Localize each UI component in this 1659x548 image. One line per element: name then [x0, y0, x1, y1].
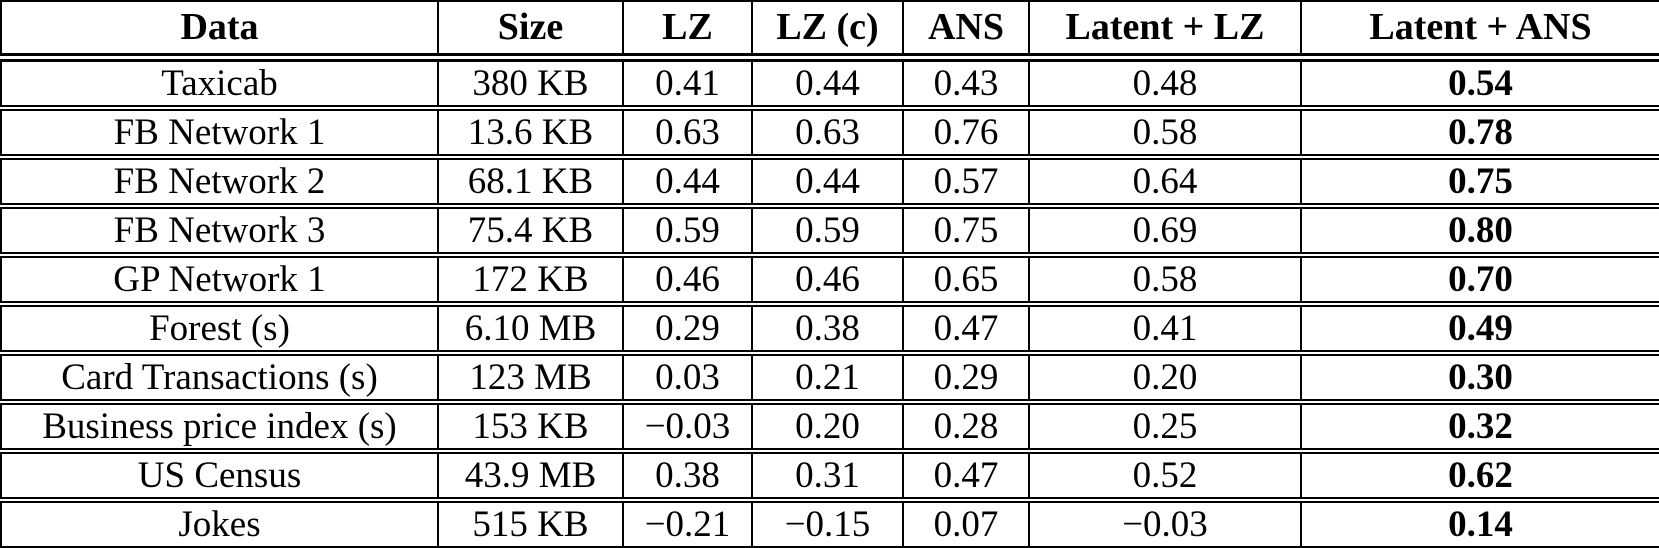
cell-data: US Census	[0, 450, 439, 503]
cell-latent-lz: 0.58	[1028, 107, 1302, 160]
cell-lz-c: 0.59	[751, 205, 904, 258]
cell-latent-lz: 0.20	[1028, 352, 1302, 405]
cell-latent-lz: 0.58	[1028, 254, 1302, 307]
cell-size: 153 KB	[437, 401, 624, 454]
cell-ans: 0.47	[902, 450, 1030, 503]
cell-size: 123 MB	[437, 352, 624, 405]
cell-lz-c: −0.15	[751, 499, 904, 548]
cell-latent-lz: 0.25	[1028, 401, 1302, 454]
cell-lz: 0.29	[622, 303, 753, 356]
cell-data: Card Transactions (s)	[0, 352, 439, 405]
cell-data: FB Network 3	[0, 205, 439, 258]
table-header: Data Size LZ LZ (c) ANS Latent + LZ Late…	[0, 0, 1659, 62]
table-row: FB Network 1 13.6 KB 0.63 0.63 0.76 0.58 0.78	[0, 107, 1659, 160]
table-row: Jokes 515 KB −0.21 −0.15 0.07 −0.03 0.14	[0, 499, 1659, 548]
cell-lz: 0.41	[622, 57, 753, 111]
cell-lz-c: 0.46	[751, 254, 904, 307]
cell-size: 68.1 KB	[437, 156, 624, 209]
cell-ans: 0.28	[902, 401, 1030, 454]
cell-latent-ans: 0.54	[1300, 57, 1659, 111]
cell-data: Business price index (s)	[0, 401, 439, 454]
cell-lz-c: 0.44	[751, 156, 904, 209]
col-header-lz-c: LZ (c)	[751, 0, 904, 62]
col-header-ans: ANS	[902, 0, 1030, 62]
cell-data: GP Network 1	[0, 254, 439, 307]
cell-ans: 0.75	[902, 205, 1030, 258]
cell-latent-ans: 0.75	[1300, 156, 1659, 209]
cell-lz-c: 0.31	[751, 450, 904, 503]
cell-lz: 0.46	[622, 254, 753, 307]
table-row: FB Network 2 68.1 KB 0.44 0.44 0.57 0.64 0.75	[0, 156, 1659, 209]
cell-latent-lz: 0.48	[1028, 57, 1302, 111]
cell-data: FB Network 1	[0, 107, 439, 160]
cell-lz: −0.21	[622, 499, 753, 548]
cell-lz-c: 0.38	[751, 303, 904, 356]
cell-ans: 0.43	[902, 57, 1030, 111]
cell-size: 515 KB	[437, 499, 624, 548]
cell-size: 75.4 KB	[437, 205, 624, 258]
cell-size: 380 KB	[437, 57, 624, 111]
cell-lz: 0.63	[622, 107, 753, 160]
col-header-latent-lz: Latent + LZ	[1028, 0, 1302, 62]
cell-ans: 0.07	[902, 499, 1030, 548]
cell-ans: 0.29	[902, 352, 1030, 405]
cell-latent-lz: −0.03	[1028, 499, 1302, 548]
cell-data: Jokes	[0, 499, 439, 548]
cell-latent-lz: 0.41	[1028, 303, 1302, 356]
col-header-size: Size	[437, 0, 624, 62]
cell-lz: 0.44	[622, 156, 753, 209]
cell-lz-c: 0.21	[751, 352, 904, 405]
cell-latent-ans: 0.62	[1300, 450, 1659, 503]
cell-size: 6.10 MB	[437, 303, 624, 356]
cell-latent-ans: 0.14	[1300, 499, 1659, 548]
cell-latent-ans: 0.80	[1300, 205, 1659, 258]
cell-size: 43.9 MB	[437, 450, 624, 503]
table-row: US Census 43.9 MB 0.38 0.31 0.47 0.52 0.62	[0, 450, 1659, 503]
table-row: GP Network 1 172 KB 0.46 0.46 0.65 0.58 0.70	[0, 254, 1659, 307]
cell-latent-lz: 0.64	[1028, 156, 1302, 209]
header-row: Data Size LZ LZ (c) ANS Latent + LZ Late…	[0, 0, 1659, 62]
cell-latent-lz: 0.52	[1028, 450, 1302, 503]
table-row: Card Transactions (s) 123 MB 0.03 0.21 0.29 0…	[0, 352, 1659, 405]
cell-ans: 0.57	[902, 156, 1030, 209]
col-header-data: Data	[0, 0, 439, 62]
cell-size: 13.6 KB	[437, 107, 624, 160]
cell-latent-lz: 0.69	[1028, 205, 1302, 258]
cell-size: 172 KB	[437, 254, 624, 307]
cell-data: Forest (s)	[0, 303, 439, 356]
cell-lz: 0.38	[622, 450, 753, 503]
table-row: Forest (s) 6.10 MB 0.29 0.38 0.47 0.41 0.49	[0, 303, 1659, 356]
cell-latent-ans: 0.32	[1300, 401, 1659, 454]
cell-latent-ans: 0.70	[1300, 254, 1659, 307]
cell-lz: 0.59	[622, 205, 753, 258]
cell-latent-ans: 0.78	[1300, 107, 1659, 160]
col-header-latent-ans: Latent + ANS	[1300, 0, 1659, 62]
table-row: FB Network 3 75.4 KB 0.59 0.59 0.75 0.69 0.80	[0, 205, 1659, 258]
col-header-lz: LZ	[622, 0, 753, 62]
table-row: Taxicab 380 KB 0.41 0.44 0.43 0.48 0.54	[0, 57, 1659, 111]
cell-lz-c: 0.20	[751, 401, 904, 454]
cell-ans: 0.47	[902, 303, 1030, 356]
cell-lz: −0.03	[622, 401, 753, 454]
cell-lz-c: 0.63	[751, 107, 904, 160]
cell-lz-c: 0.44	[751, 57, 904, 111]
cell-data: FB Network 2	[0, 156, 439, 209]
table-body: Taxicab 380 KB 0.41 0.44 0.43 0.48 0.54 FB Netw…	[0, 57, 1659, 548]
cell-data: Taxicab	[0, 57, 439, 111]
table-row: Business price index (s) 153 KB −0.03 0.20 0…	[0, 401, 1659, 454]
cell-latent-ans: 0.30	[1300, 352, 1659, 405]
cell-lz: 0.03	[622, 352, 753, 405]
cell-latent-ans: 0.49	[1300, 303, 1659, 356]
cell-ans: 0.65	[902, 254, 1030, 307]
cell-ans: 0.76	[902, 107, 1030, 160]
